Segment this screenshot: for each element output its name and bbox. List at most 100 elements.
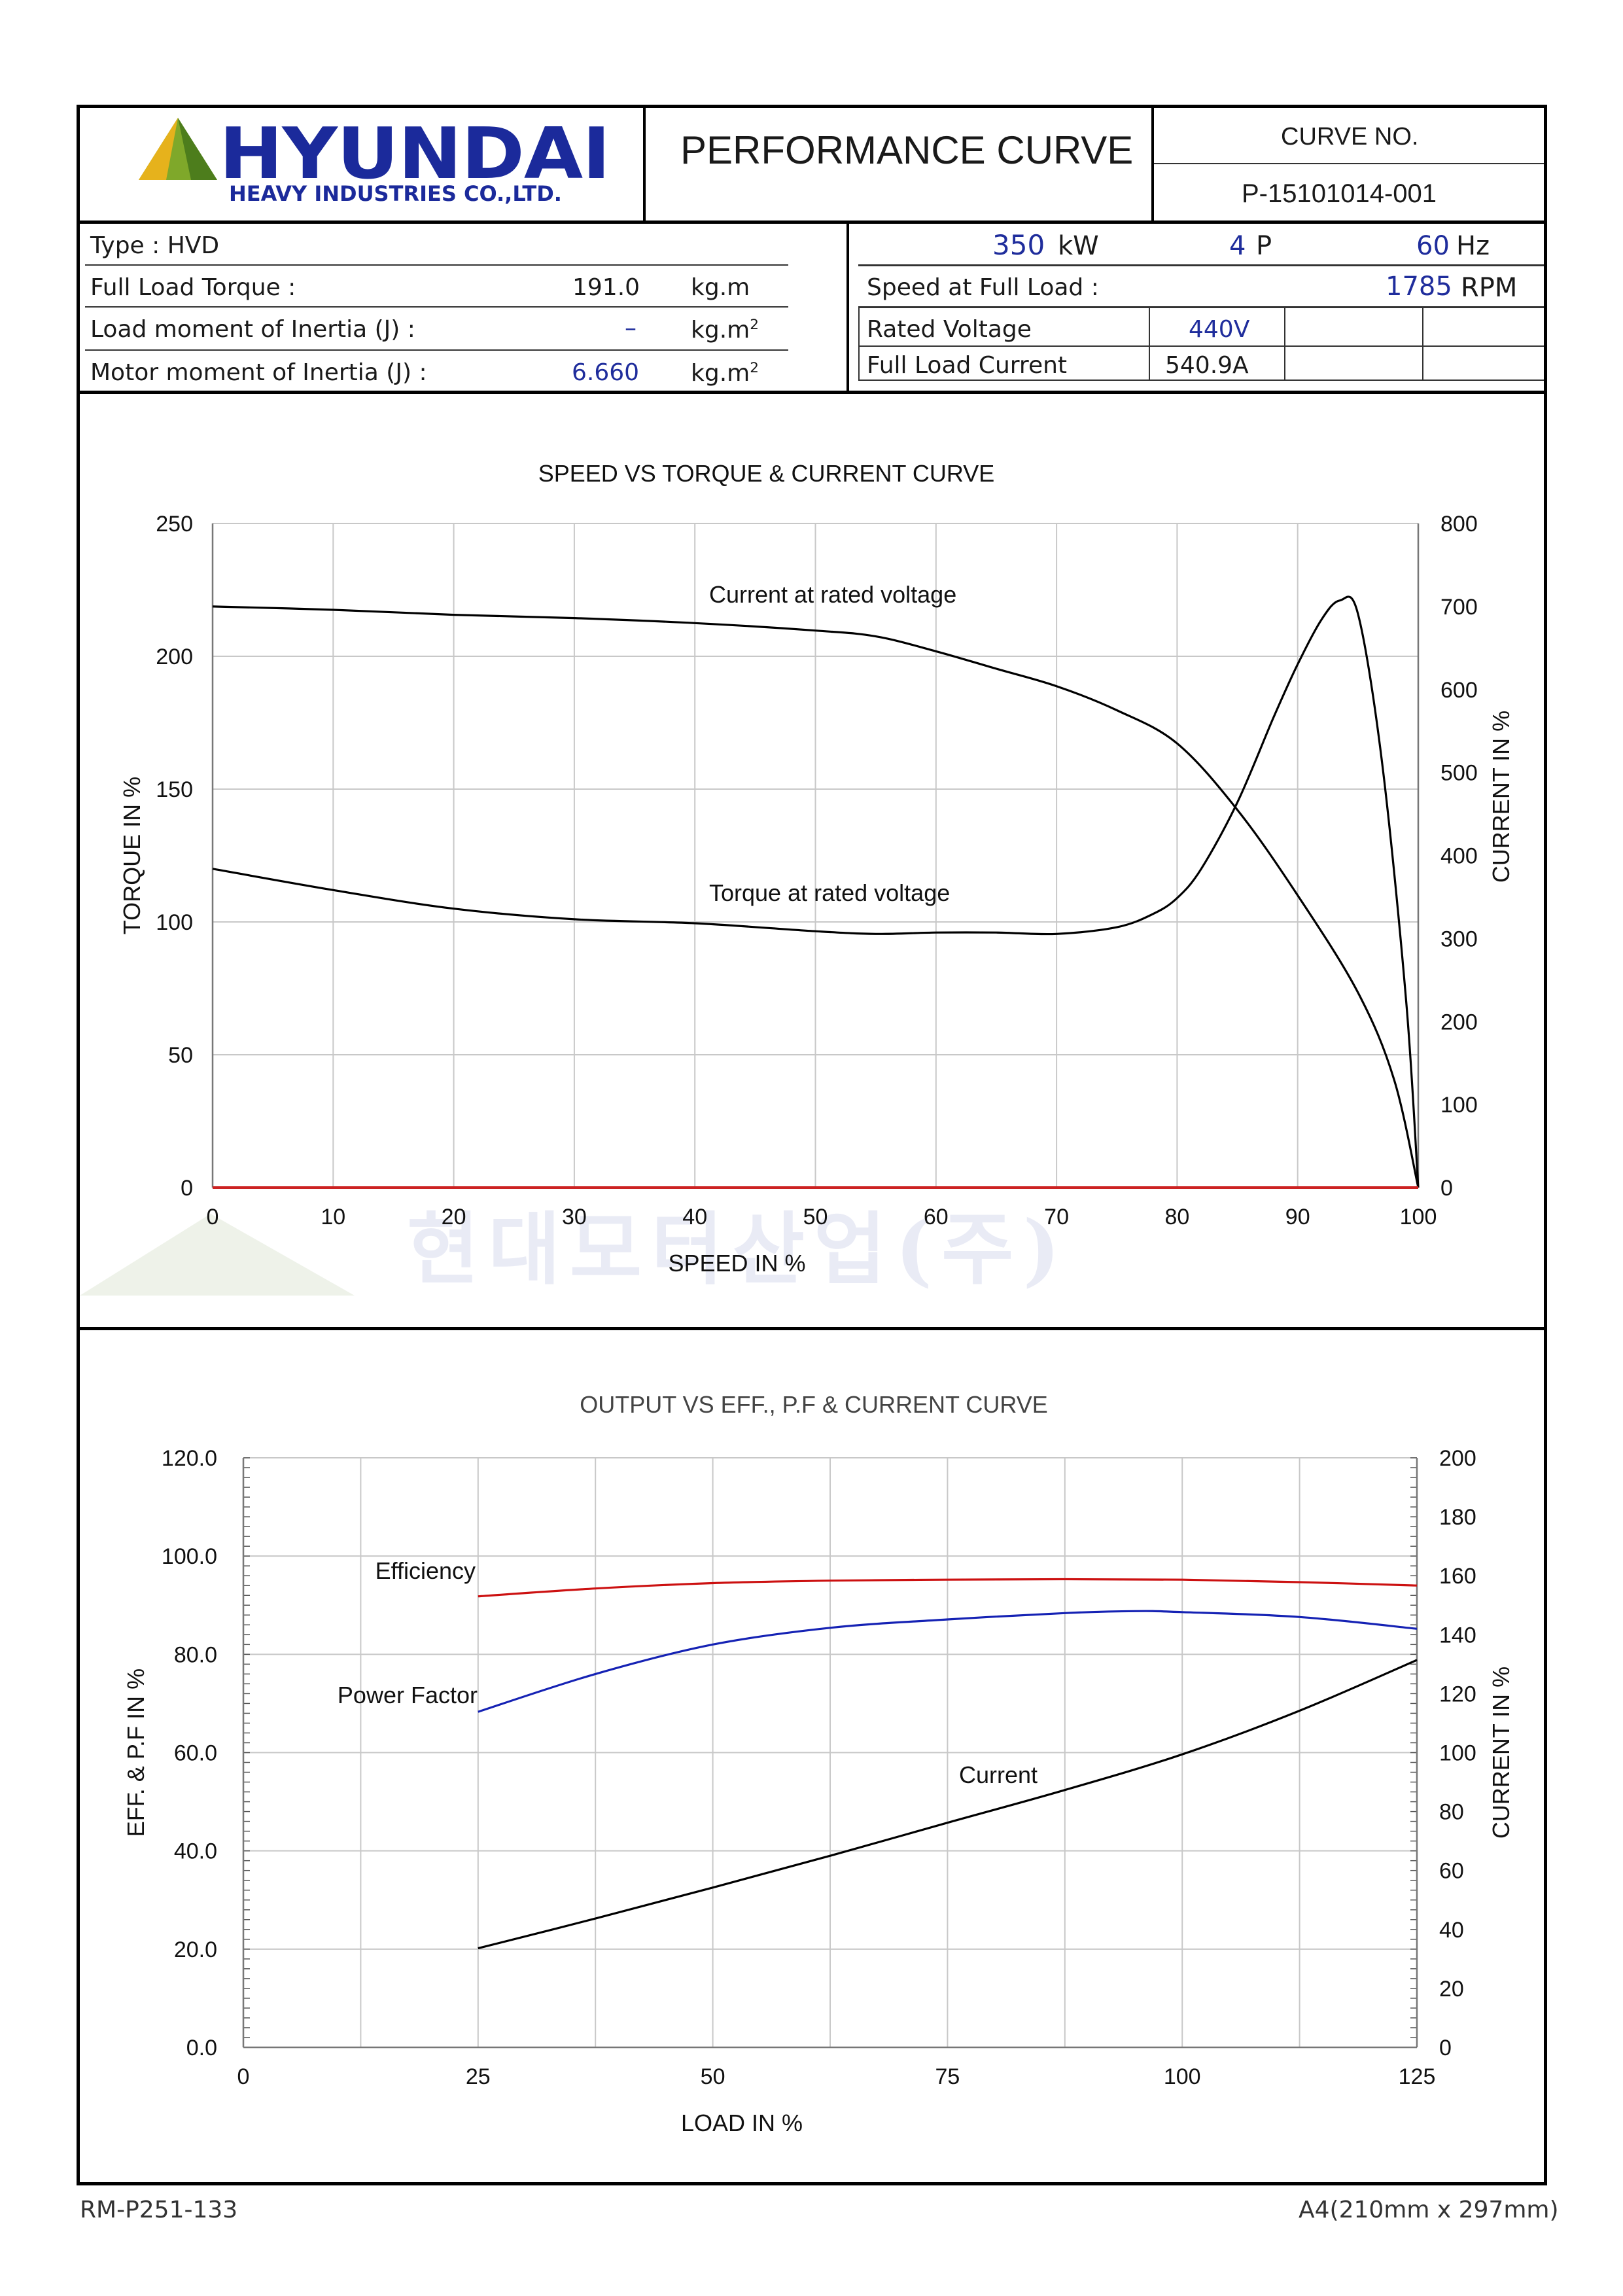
speed-full-load-unit: RPM <box>1461 273 1518 303</box>
rated-voltage-value: 440V <box>1189 316 1250 343</box>
efficiency-line <box>478 1578 1418 1598</box>
x-tick-label: 100 <box>1400 1205 1437 1229</box>
x-tick-label: 0 <box>207 1205 219 1229</box>
x-tick-label: 20 <box>442 1205 466 1229</box>
full-load-current-label: Full Load Current <box>867 352 1068 379</box>
y2-tick-label: 140 <box>1439 1623 1476 1648</box>
hyundai-logo: HYUNDAI HEAVY INDUSTRIES CO.,LTD. <box>137 118 610 209</box>
y-tick-label: 60.0 <box>174 1741 217 1766</box>
torque-at-rated-voltage-line <box>212 595 1420 1188</box>
power-unit: kW <box>1058 231 1099 261</box>
power-factor-annotation: Power Factor <box>338 1682 478 1708</box>
y-tick-label: 40.0 <box>174 1839 217 1864</box>
y-tick-label: 100 <box>156 910 193 935</box>
spec-line <box>858 306 1544 308</box>
load-inertia-value: – <box>625 315 637 342</box>
load-inertia-unit-exp: 2 <box>750 317 759 333</box>
x-tick-label: 25 <box>466 2064 491 2089</box>
footer-paper-size: A4(210mm x 297mm) <box>1299 2197 1559 2223</box>
motor-inertia-unit: kg.m2 <box>691 361 759 385</box>
spec-line <box>85 349 788 351</box>
motor-inertia-label: Motor moment of Inertia (J) : <box>90 359 427 386</box>
curve-no-divider <box>1154 163 1544 164</box>
motor-inertia-unit-text: kg.m <box>691 360 750 387</box>
y2-tick-label: 100 <box>1440 1093 1478 1118</box>
y-tick-label: 150 <box>156 777 193 802</box>
x-axis-label: LOAD IN % <box>681 2110 803 2136</box>
page-title: PERFORMANCE CURVE <box>680 128 1134 172</box>
x-tick-label: 70 <box>1044 1205 1069 1229</box>
y2-tick-label: 0 <box>1439 2036 1452 2060</box>
output-eff-pf-current-chart: OUTPUT VS EFF., P.F & CURRENT CURVE 0.0 20… <box>122 1391 1514 2136</box>
x-tick-label: 125 <box>1399 2064 1436 2089</box>
curve-no-label: CURVE NO. <box>1281 123 1419 150</box>
logo-subtitle: HEAVY INDUSTRIES CO.,LTD. <box>229 181 562 206</box>
y2-tick-label: 600 <box>1440 678 1478 703</box>
x-tick-label: 60 <box>924 1205 949 1229</box>
power-value: 350 <box>992 229 1045 261</box>
torque-at-rated-voltage-annotation: Torque at rated voltage <box>709 879 950 906</box>
full-load-torque-unit: kg.m <box>691 274 750 301</box>
y2-tick-label: 60 <box>1439 1859 1464 1884</box>
y2-tick-label: 40 <box>1439 1918 1464 1943</box>
y2-tick-label: 300 <box>1440 927 1478 951</box>
x-tick-label: 30 <box>562 1205 587 1229</box>
y-tick-label: 0.0 <box>186 2036 217 2060</box>
full-load-torque-label: Full Load Torque : <box>90 274 296 301</box>
watermark-triangle-icon <box>80 1214 355 1296</box>
spec-cell-line <box>1149 308 1150 381</box>
sheet-frame <box>77 105 1547 2185</box>
y2-tick-label: 400 <box>1440 844 1478 869</box>
spec-sep <box>846 224 849 393</box>
footer-form-code: RM-P251-133 <box>80 2197 238 2223</box>
rated-voltage-label: Rated Voltage <box>867 316 1032 343</box>
spec-bottom-divider <box>77 391 1547 394</box>
y2-tick-label: 800 <box>1440 512 1478 537</box>
poles-unit: P <box>1256 231 1272 261</box>
x-tick-label: 50 <box>701 2064 725 2089</box>
spec-line <box>85 306 788 308</box>
x-tick-label: 10 <box>321 1205 345 1229</box>
load-inertia-unit-text: kg.m <box>691 317 750 344</box>
x-tick-label: 50 <box>803 1205 828 1229</box>
current-at-rated-voltage-line <box>212 605 1420 1188</box>
y2-tick-label: 180 <box>1439 1505 1476 1530</box>
poles-value: 4 <box>1229 231 1246 261</box>
y2-tick-label: 20 <box>1439 1977 1464 2002</box>
freq-value: 60 <box>1416 231 1450 261</box>
watermark-text: 현대모터산업(주) <box>407 1203 1070 1296</box>
x-tick-label: 40 <box>682 1205 707 1229</box>
y-tick-label: 20.0 <box>174 1937 217 1962</box>
x-tick-label: 90 <box>1285 1205 1310 1229</box>
y2-tick-label: 0 <box>1440 1176 1453 1201</box>
y2-tick-label: 200 <box>1439 1446 1476 1471</box>
speed-torque-current-chart: SPEED VS TORQUE & CURRENT CURVE050100150… <box>118 460 1514 1277</box>
spec-line <box>858 345 1544 347</box>
freq-unit: Hz <box>1456 231 1490 261</box>
motor-inertia-value: 6.660 <box>572 359 640 386</box>
y-tick-label: 120.0 <box>162 1446 217 1471</box>
y-tick-label: 50 <box>168 1043 193 1068</box>
y2-tick-label: 160 <box>1439 1564 1476 1589</box>
full-load-torque-value: 191.0 <box>572 274 640 301</box>
y2-tick-label: 200 <box>1440 1010 1478 1034</box>
y2-tick-label: 100 <box>1439 1741 1476 1766</box>
logo-triangle-icon <box>139 118 217 180</box>
y-tick-label: 250 <box>156 512 193 537</box>
header-sep-1 <box>643 105 646 222</box>
spec-cell-line <box>858 308 860 381</box>
y2-tick-label: 80 <box>1439 1800 1464 1825</box>
watermark: 현대모터산업(주) <box>80 1210 1545 1309</box>
current-at-rated-voltage-annotation: Current at rated voltage <box>709 581 956 608</box>
y-tick-label: 100.0 <box>162 1544 217 1569</box>
spec-line <box>858 264 1544 266</box>
y2-axis-label: CURRENT IN % <box>1488 1667 1514 1839</box>
y-tick-label: 80.0 <box>174 1642 217 1667</box>
y2-tick-label: 500 <box>1440 761 1478 786</box>
current-annotation: Current <box>959 1761 1038 1788</box>
type-label: Type : HVD <box>90 232 220 259</box>
x-tick-label: 75 <box>935 2064 960 2089</box>
y-axis-label: EFF. & P.F IN % <box>122 1669 149 1837</box>
header-sep-2 <box>1151 105 1154 222</box>
y-tick-label: 0 <box>181 1176 193 1201</box>
